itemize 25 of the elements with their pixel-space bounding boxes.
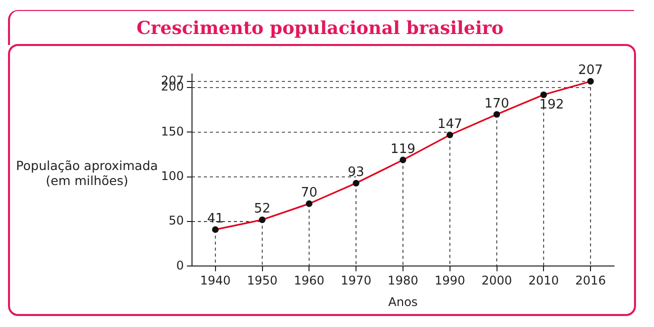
y-tick-label: 150 (161, 124, 184, 138)
data-label: 119 (390, 142, 416, 157)
x-tick-label: 2010 (528, 274, 559, 288)
data-label: 170 (484, 96, 510, 112)
x-tick-label: 1940 (200, 274, 231, 288)
x-tick-label: 1960 (294, 274, 324, 288)
x-tick-label: 1970 (340, 274, 372, 288)
x-tick-label: 2000 (481, 274, 512, 288)
data-label: 41 (207, 211, 224, 226)
x-tick-label: 1950 (246, 274, 278, 288)
x-axis-title: Anos (388, 294, 418, 309)
data-label: 93 (348, 165, 364, 180)
y-tick-label: 0 (176, 258, 184, 272)
x-tick-label: 1990 (434, 274, 466, 288)
x-tick-label: 2016 (575, 274, 606, 288)
data-label: 52 (254, 202, 271, 217)
data-label: 192 (539, 98, 564, 113)
data-label: 70 (300, 186, 318, 201)
chart-title: Crescimento populacional brasileiro (135, 18, 505, 39)
x-tick-label: 1980 (388, 274, 418, 288)
y-axis-title: População aproximada (em milhões) (15, 158, 159, 188)
y-tick-label: 100 (161, 169, 184, 184)
y-tick-label: 50 (168, 214, 184, 228)
data-label: 147 (437, 116, 462, 132)
data-label: 207 (578, 63, 603, 78)
